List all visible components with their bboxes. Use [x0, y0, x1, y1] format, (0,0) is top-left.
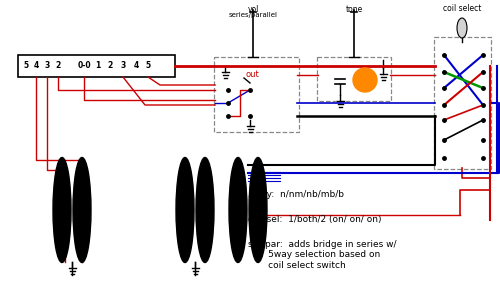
Text: 5: 5 [24, 61, 28, 71]
Text: coil sel:  1/both/2 (on/ on/ on): coil sel: 1/both/2 (on/ on/ on) [248, 215, 382, 224]
Text: vol: vol [248, 5, 258, 14]
Text: out: out [245, 70, 259, 79]
Bar [18, 55, 175, 77]
FancyBboxPatch shape [317, 57, 391, 101]
Text: 4: 4 [34, 61, 38, 71]
Text: 2: 2 [108, 61, 112, 71]
Ellipse shape [457, 18, 467, 38]
Ellipse shape [53, 157, 71, 262]
Text: 2: 2 [56, 61, 60, 71]
Ellipse shape [196, 157, 214, 262]
Text: 5way:  n/nm/nb/mb/b: 5way: n/nm/nb/mb/b [248, 190, 344, 199]
FancyBboxPatch shape [434, 37, 491, 169]
Text: 5: 5 [146, 61, 150, 71]
Circle shape [353, 68, 377, 92]
Text: tone: tone [346, 5, 362, 14]
Ellipse shape [73, 157, 91, 262]
Text: 3: 3 [44, 61, 50, 71]
Text: 4: 4 [134, 61, 138, 71]
Ellipse shape [229, 157, 247, 262]
Text: 0-0: 0-0 [77, 61, 91, 71]
Text: ser/par:  adds bridge in series w/
       5way selection based on
       coil se: ser/par: adds bridge in series w/ 5way s… [248, 240, 396, 270]
Text: 1: 1 [96, 61, 100, 71]
Text: series/parallel: series/parallel [228, 12, 278, 18]
Ellipse shape [176, 157, 194, 262]
Text: coil select: coil select [443, 4, 481, 13]
Text: 3: 3 [120, 61, 126, 71]
Ellipse shape [249, 157, 267, 262]
FancyBboxPatch shape [214, 57, 299, 132]
